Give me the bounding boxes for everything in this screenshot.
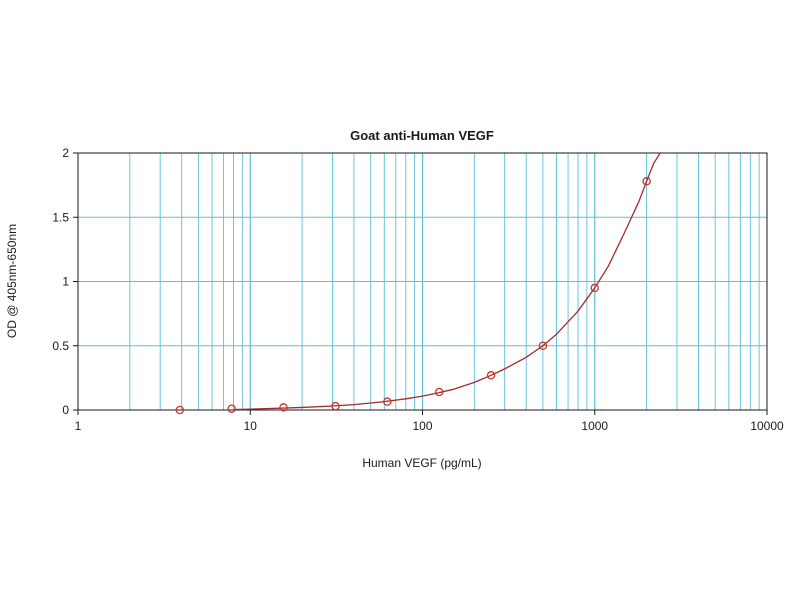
data-point [175,405,185,415]
data-point [331,401,340,411]
y-tick-label: 0 [62,403,69,417]
data-point [486,371,496,380]
data-point [642,177,651,186]
y-tick-label: 2 [62,146,69,160]
chart-title: Goat anti-Human VEGF [350,128,494,143]
data-points [175,177,651,415]
grid [78,153,767,410]
data-point [383,397,392,406]
y-tick-label: 0.5 [52,339,69,353]
x-tick-label: 10 [244,419,258,433]
axes: 1 10 100 1000 10000 0 0.5 1 1.5 2 [52,146,784,433]
x-tick-label: 100 [412,419,432,433]
data-point [538,341,548,350]
y-tick-label: 1 [62,275,69,289]
y-axis-label: OD @ 405nm-650nm [5,224,19,338]
x-tick-label: 1 [75,419,82,433]
x-tick-label: 10000 [750,419,784,433]
data-point [227,404,236,413]
data-point [590,283,600,293]
y-tick-label: 1.5 [52,210,69,224]
x-tick-label: 1000 [581,419,608,433]
data-point [279,403,288,412]
data-point [434,387,444,397]
x-axis-label: Human VEGF (pg/mL) [362,456,481,470]
